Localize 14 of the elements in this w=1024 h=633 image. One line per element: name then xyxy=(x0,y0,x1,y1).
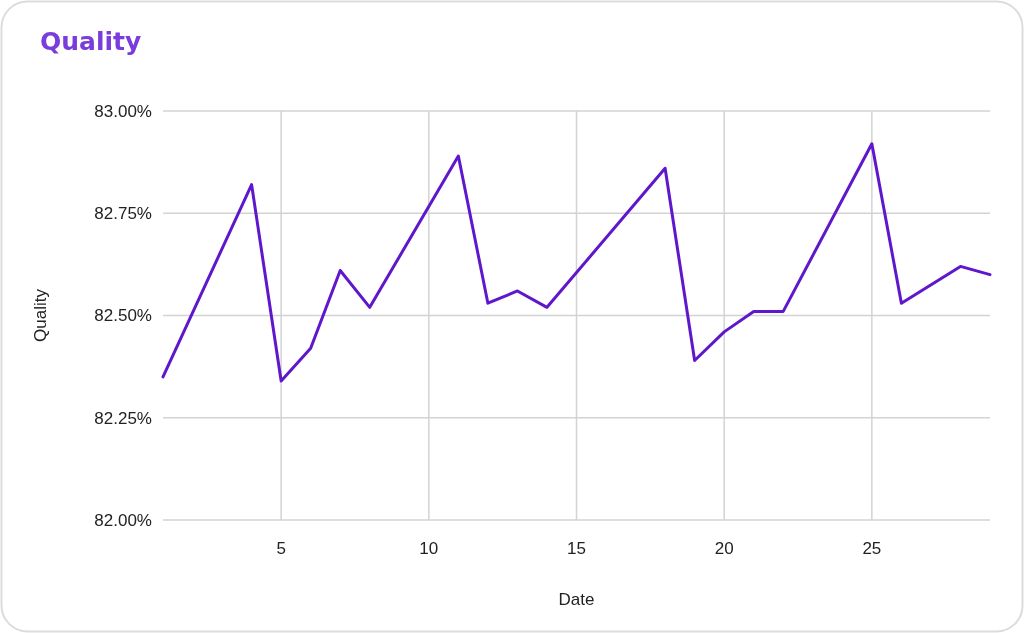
y-tick-label: 82.25% xyxy=(94,408,152,428)
y-tick-label: 83.00% xyxy=(94,101,152,121)
x-tick-label: 25 xyxy=(862,538,882,558)
line-series xyxy=(161,142,992,383)
x-tick-label: 10 xyxy=(419,538,439,558)
x-tick-label: 15 xyxy=(567,538,586,558)
y-tick-label: 82.00% xyxy=(94,510,152,530)
x-tick-label: 20 xyxy=(714,538,734,558)
x-axis-title: Date xyxy=(558,590,595,609)
y-axis-title: Quality xyxy=(31,288,50,342)
y-tick-label: 82.50% xyxy=(94,306,152,326)
x-tick-label: 5 xyxy=(276,538,286,558)
y-tick-label: 82.75% xyxy=(94,204,152,224)
chart-title: Quality xyxy=(40,27,142,56)
